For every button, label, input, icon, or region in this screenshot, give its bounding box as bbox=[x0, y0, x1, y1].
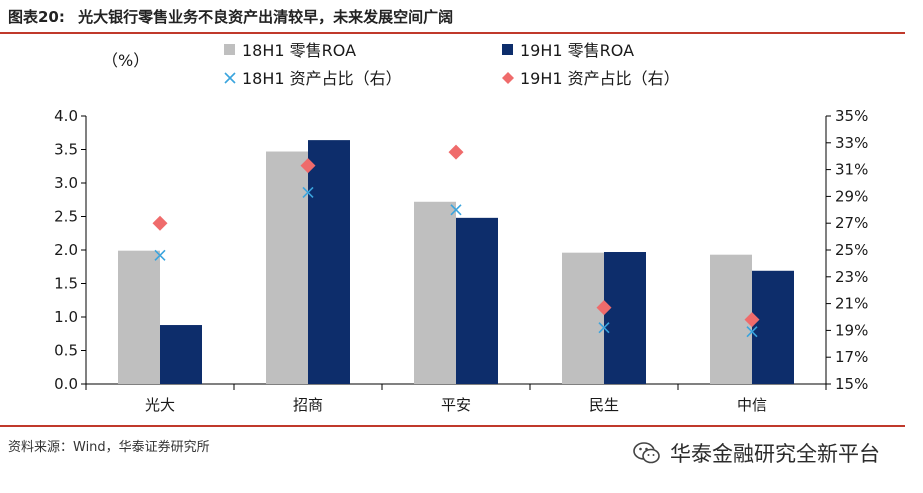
bar-18h1-roa bbox=[562, 252, 604, 384]
legend-swatch bbox=[502, 72, 514, 84]
marker-18h1-share bbox=[302, 186, 314, 198]
bar-19h1-roa bbox=[604, 252, 646, 384]
bar-18h1-roa bbox=[118, 250, 160, 384]
y-right-tick-label: 19% bbox=[835, 321, 868, 339]
watermark-text: 华泰金融研究全新平台 bbox=[670, 442, 880, 466]
y-left-tick-label: 1.5 bbox=[54, 275, 78, 293]
marker-18h1-share bbox=[450, 204, 462, 216]
bottom-rule bbox=[0, 425, 905, 427]
x-tick-label: 平安 bbox=[441, 396, 471, 414]
figure-label: 图表20: bbox=[8, 8, 65, 26]
x-tick-label: 光大 bbox=[145, 396, 175, 414]
legend-label: 18H1 资产占比（右） bbox=[242, 69, 402, 88]
marker-18h1-share bbox=[746, 326, 758, 338]
x-tick-label: 中信 bbox=[737, 396, 767, 414]
bar-19h1-roa bbox=[752, 270, 794, 384]
bar-19h1-roa bbox=[456, 217, 498, 384]
y-right-tick-label: 29% bbox=[835, 187, 868, 205]
y-right-tick-label: 21% bbox=[835, 295, 868, 313]
legend-label: 19H1 零售ROA bbox=[520, 41, 634, 60]
y-right-tick-label: 25% bbox=[835, 241, 868, 259]
y-left-unit-label: （%） bbox=[102, 51, 149, 70]
y-right-tick-label: 27% bbox=[835, 214, 868, 232]
marker-18h1-share bbox=[154, 249, 166, 261]
y-right-tick-label: 15% bbox=[835, 375, 868, 393]
legend-label: 19H1 资产占比（右） bbox=[520, 69, 680, 88]
y-right-tick-label: 17% bbox=[835, 348, 868, 366]
y-left-tick-label: 0.0 bbox=[54, 375, 78, 393]
marker-19h1-share bbox=[152, 215, 168, 231]
bar-19h1-roa bbox=[308, 140, 350, 384]
bar-19h1-roa bbox=[160, 325, 202, 384]
legend-label: 18H1 零售ROA bbox=[242, 41, 356, 60]
top-rule bbox=[0, 32, 905, 34]
marker-19h1-share bbox=[448, 144, 464, 160]
y-right-tick-label: 23% bbox=[835, 268, 868, 286]
y-left-tick-label: 2.5 bbox=[54, 208, 78, 226]
marker-19h1-share bbox=[596, 300, 612, 316]
y-right-tick-label: 35% bbox=[835, 107, 868, 125]
y-left-tick-label: 0.5 bbox=[54, 342, 78, 360]
legend-swatch bbox=[224, 44, 235, 55]
bar-18h1-roa bbox=[266, 151, 308, 384]
watermark: 华泰金融研究全新平台 bbox=[632, 438, 880, 468]
wechat-icon bbox=[633, 442, 660, 464]
x-tick-label: 民生 bbox=[589, 396, 619, 414]
y-left-tick-label: 4.0 bbox=[54, 107, 78, 125]
legend-swatch bbox=[502, 44, 513, 55]
y-left-tick-label: 1.0 bbox=[54, 308, 78, 326]
legend-swatch bbox=[224, 72, 236, 84]
source-note: 资料来源：Wind，华泰证券研究所 bbox=[8, 440, 210, 455]
marker-18h1-share bbox=[598, 322, 610, 334]
chart: 0.0 0.5 1.0 1.5 2.0 2.5 3.0 3.5 4.0 15% 17% 19% 21% 2… bbox=[54, 41, 868, 414]
x-tick-label: 招商 bbox=[293, 396, 323, 414]
bar-18h1-roa bbox=[414, 201, 456, 384]
marker-19h1-share bbox=[744, 312, 760, 328]
y-left-tick-label: 3.0 bbox=[54, 174, 78, 192]
figure-title-text: 光大银行零售业务不良资产出清较早，未来发展空间广阔 bbox=[78, 8, 454, 26]
figure-title: 图表20: 光大银行零售业务不良资产出清较早，未来发展空间广阔 bbox=[8, 6, 453, 27]
marker-19h1-share bbox=[300, 158, 316, 174]
y-left-tick-label: 3.5 bbox=[54, 141, 78, 159]
y-right-tick-label: 31% bbox=[835, 161, 868, 179]
y-left-tick-label: 2.0 bbox=[54, 241, 78, 259]
y-right-tick-label: 33% bbox=[835, 134, 868, 152]
